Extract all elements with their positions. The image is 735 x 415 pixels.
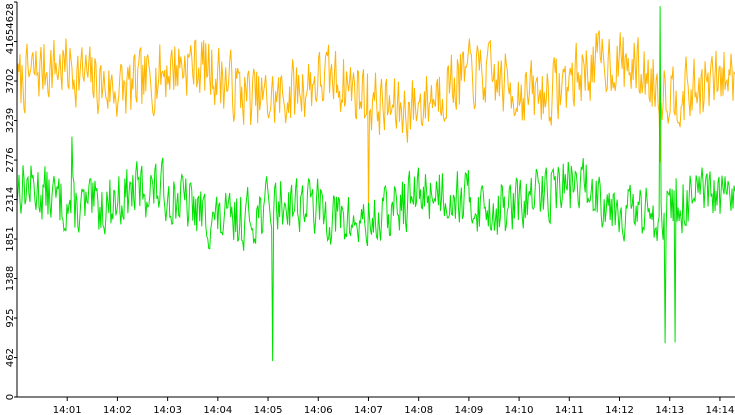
x-tick-label: 14:06 — [304, 405, 333, 415]
series-line-orange — [16, 30, 735, 214]
x-tick-label: 14:08 — [404, 405, 433, 415]
x-tick-label: 14:11 — [555, 405, 584, 415]
y-tick-label: 462 — [5, 348, 16, 367]
x-tick-label: 14:14 — [706, 405, 735, 415]
y-tick-label: 4628 — [5, 3, 16, 28]
y-tick-label: 4165 — [5, 29, 16, 54]
x-tick-label: 14:02 — [103, 405, 132, 415]
y-tick-label: 2314 — [5, 187, 16, 212]
x-tick-label: 14:07 — [354, 405, 383, 415]
x-tick-label: 14:09 — [454, 405, 483, 415]
y-tick-label: 1851 — [5, 226, 16, 251]
x-tick-label: 14:10 — [505, 405, 534, 415]
x-tick-label: 14:01 — [53, 405, 82, 415]
y-tick-label: 1388 — [5, 266, 16, 291]
y-tick-label: 2776 — [5, 147, 16, 172]
y-tick-label: 925 — [5, 309, 16, 328]
y-tick-label: 0 — [5, 394, 16, 400]
series-line-green — [16, 6, 735, 362]
x-tick-label: 14:13 — [655, 405, 684, 415]
x-tick-label: 14:04 — [203, 405, 232, 415]
x-tick-label: 14:05 — [254, 405, 283, 415]
x-tick-label: 14:12 — [605, 405, 634, 415]
y-tick-label: 3239 — [5, 108, 16, 133]
x-tick-label: 14:03 — [153, 405, 182, 415]
y-tick-label: 3702 — [5, 68, 16, 93]
x-axis: 14:01 14:02 14:03 14:04 14:05 14:06 14:07 14:08… — [17, 396, 735, 415]
series-layer — [16, 6, 735, 362]
